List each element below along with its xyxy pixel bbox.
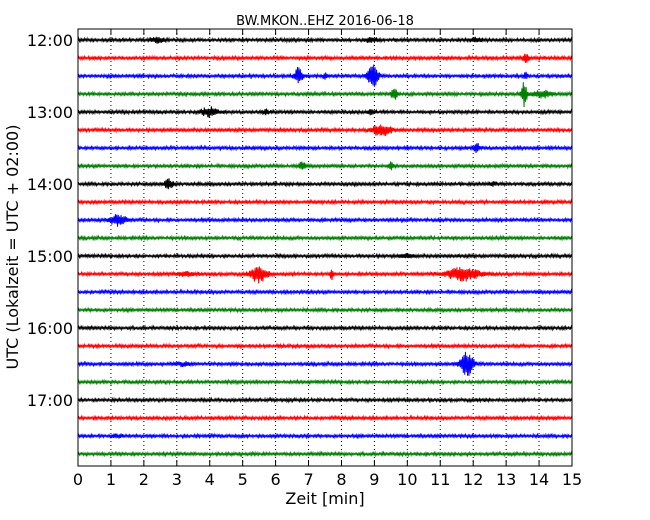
y-tick-label: 12:00 xyxy=(27,31,73,50)
trace-line xyxy=(77,306,573,314)
y-tick-label: 14:00 xyxy=(27,175,73,194)
trace-line xyxy=(77,450,573,458)
trace-line xyxy=(77,178,573,190)
trace-line xyxy=(77,214,573,227)
y-tick-label: 13:00 xyxy=(27,103,73,122)
x-tick-label: 15 xyxy=(562,470,582,489)
plot-frame xyxy=(77,28,573,467)
trace-line xyxy=(77,351,573,376)
trace-line xyxy=(77,161,573,171)
y-axis-ticks: 12:00 13:00 14:00 15:00 16:00 17:00 xyxy=(27,31,572,410)
trace-line xyxy=(77,124,573,136)
y-tick-label: 16:00 xyxy=(27,319,73,338)
x-tick-label: 10 xyxy=(397,470,417,489)
trace-line xyxy=(77,106,573,118)
x-tick-label: 9 xyxy=(369,470,379,489)
x-tick-label: 0 xyxy=(73,470,83,489)
trace-line xyxy=(77,252,573,260)
chart-title: BW.MKON..EHZ 2016-06-18 xyxy=(236,14,414,29)
trace-line xyxy=(77,82,573,107)
x-tick-label: 1 xyxy=(106,470,116,489)
trace-line xyxy=(77,36,573,44)
trace-line xyxy=(77,288,573,296)
trace-line xyxy=(77,324,573,332)
x-tick-label: 7 xyxy=(303,470,313,489)
trace-line xyxy=(77,64,573,87)
y-axis-label: UTC (Lokalzeit = UTC + 02:00) xyxy=(3,125,22,370)
x-axis-label: Zeit [min] xyxy=(285,489,364,508)
trace-line xyxy=(77,432,573,440)
trace-line xyxy=(77,53,573,63)
x-tick-label: 4 xyxy=(205,470,215,489)
x-tick-label: 14 xyxy=(529,470,549,489)
trace-line xyxy=(77,342,573,350)
x-tick-label: 13 xyxy=(496,470,516,489)
x-axis-ticks: 0 1 2 3 4 5 6 7 8 9 10 11 12 13 14 15 xyxy=(73,29,582,489)
x-tick-label: 11 xyxy=(430,470,450,489)
x-tick-label: 8 xyxy=(336,470,346,489)
y-tick-label: 15:00 xyxy=(27,247,73,266)
x-tick-label: 6 xyxy=(271,470,281,489)
trace-line xyxy=(77,378,573,386)
x-tick-label: 5 xyxy=(238,470,248,489)
trace-line xyxy=(77,198,573,206)
trace-lines xyxy=(77,36,573,458)
trace-line xyxy=(77,143,573,154)
y-tick-label: 17:00 xyxy=(27,391,73,410)
vertical-grid xyxy=(110,29,540,466)
trace-line xyxy=(77,414,573,422)
trace-line xyxy=(77,234,573,242)
x-tick-label: 2 xyxy=(139,470,149,489)
x-tick-label: 3 xyxy=(172,470,182,489)
trace-line xyxy=(77,396,573,404)
x-tick-label: 12 xyxy=(463,470,483,489)
trace-line xyxy=(77,266,573,284)
